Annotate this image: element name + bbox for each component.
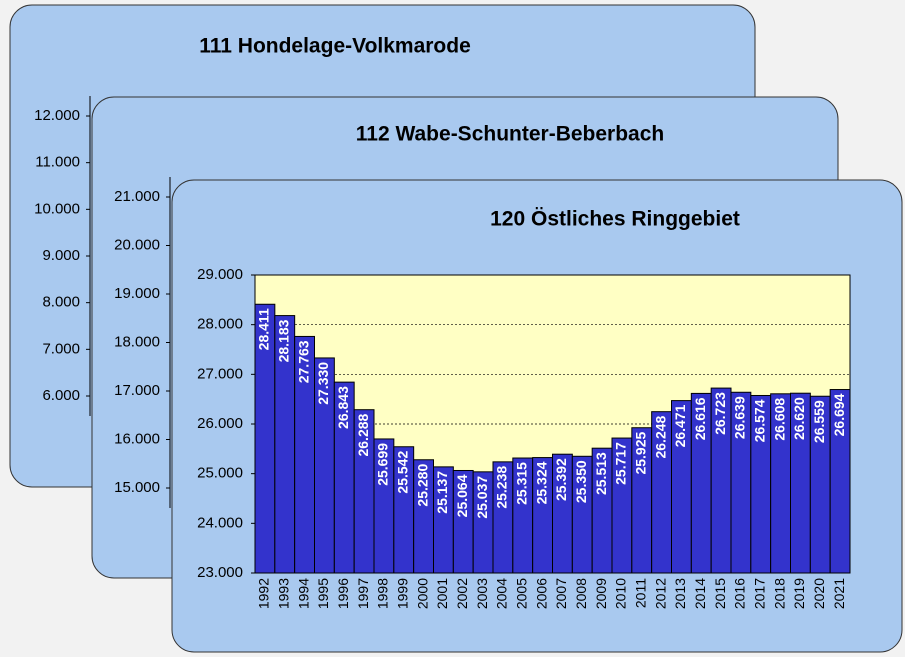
- x-tick-label: 2019: [791, 578, 807, 609]
- value-label: 25.064: [454, 474, 470, 517]
- value-label: 25.717: [613, 442, 629, 485]
- value-label: 28.183: [275, 319, 291, 362]
- y-tick-label: 11.000: [35, 154, 80, 171]
- x-tick-label: 2004: [494, 578, 510, 609]
- value-label: 28.411: [256, 308, 272, 350]
- chart-title: 112 Wabe-Schunter-Beberbach: [356, 123, 664, 146]
- x-tick-label: 2001: [434, 578, 450, 609]
- value-label: 25.925: [632, 432, 648, 475]
- y-tick-label: 6.000: [42, 387, 80, 404]
- plot-border: [254, 274, 851, 574]
- x-tick-label: 2017: [751, 578, 767, 609]
- value-label: 25.315: [513, 462, 529, 505]
- value-label: 25.699: [375, 443, 391, 486]
- x-tick-label: 2018: [771, 578, 787, 609]
- value-label: 25.137: [434, 471, 450, 514]
- value-label: 26.288: [355, 413, 371, 456]
- x-tick-label: 2012: [652, 578, 668, 609]
- value-label: 26.574: [751, 399, 767, 442]
- plot: 29.000 28.000 27.000 26.000 25.000 24.000 23.0…: [197, 266, 851, 609]
- x-tick-label: 2000: [414, 578, 430, 609]
- value-label: 26.608: [771, 398, 787, 441]
- x-tick-label: 1994: [295, 578, 311, 609]
- y-tick-label: 21.000: [114, 188, 160, 205]
- y-tick-label: 20.000: [114, 236, 160, 253]
- value-label: 25.324: [533, 461, 549, 504]
- value-label: 26.471: [672, 404, 688, 447]
- value-label: 26.639: [732, 396, 748, 439]
- y-tick-label: 12.000: [34, 107, 80, 124]
- x-tick-label: 2007: [553, 578, 569, 609]
- value-label: 25.037: [474, 476, 490, 519]
- y-tick-label: 7.000: [42, 340, 80, 357]
- x-tick-label: 1997: [355, 578, 371, 609]
- value-label: 26.843: [335, 386, 351, 429]
- x-tick-label: 1993: [275, 578, 291, 609]
- y-tick-label: 10.000: [34, 200, 80, 217]
- y-tick-label: 24.000: [197, 514, 243, 531]
- y-tick-label: 25.000: [197, 465, 243, 482]
- value-label: 27.330: [315, 362, 331, 405]
- value-label: 25.280: [414, 464, 430, 507]
- x-tick-label: 2011: [632, 578, 648, 608]
- value-label: 25.542: [394, 451, 410, 494]
- x-tick-label: 2006: [533, 578, 549, 609]
- y-tick-label: 23.000: [197, 564, 243, 581]
- axis: 12.000 11.000 10.000 9.000 8.000 7.000 6.000: [34, 96, 91, 416]
- x-tick-label: 1999: [394, 578, 410, 609]
- y-tick-label: 15.000: [114, 479, 160, 496]
- x-tick-label: 1992: [256, 578, 272, 609]
- value-label: 26.559: [811, 400, 827, 443]
- x-tick-label: 2003: [474, 578, 490, 609]
- y-tick-label: 26.000: [197, 415, 243, 432]
- x-tick-label: 2010: [613, 578, 629, 609]
- value-label: 25.238: [494, 466, 510, 509]
- x-tick-label: 2009: [593, 578, 609, 609]
- y-tick-label: 19.000: [114, 285, 160, 302]
- x-tick-label: 2013: [672, 578, 688, 609]
- y-tick-label: 9.000: [42, 247, 80, 264]
- x-tick-label: 2015: [712, 578, 728, 609]
- y-tick-label: 16.000: [114, 430, 160, 447]
- x-tick-label: 2016: [732, 578, 748, 609]
- x-tick-label: 2021: [831, 578, 847, 609]
- x-tick-label: 2008: [573, 578, 589, 609]
- chart-title: 111 Hondelage-Volkmarode: [199, 35, 471, 58]
- value-label: 27.763: [295, 340, 311, 383]
- x-tick-label: 2020: [811, 578, 827, 609]
- value-label: 26.620: [791, 397, 807, 440]
- x-tick-label: 1995: [315, 578, 331, 609]
- x-tick-label: 1996: [335, 578, 351, 609]
- y-tick-label: 17.000: [114, 382, 160, 399]
- value-label: 25.350: [573, 460, 589, 503]
- axis: 21.000 20.000 19.000 18.000 17.000 16.000 15.0…: [114, 177, 171, 508]
- x-tick-label: 2002: [454, 578, 470, 609]
- y-tick-label: 29.000: [197, 266, 243, 283]
- y-tick-label: 27.000: [197, 365, 243, 382]
- value-label: 26.616: [692, 397, 708, 440]
- value-label: 26.694: [831, 393, 847, 436]
- y-tick-label: 18.000: [114, 333, 160, 350]
- y-tick-label: 28.000: [197, 316, 243, 333]
- x-tick-label: 2014: [692, 578, 708, 609]
- chart-title: 120 Östliches Ringgebiet: [490, 208, 740, 231]
- value-label: 25.513: [593, 452, 609, 495]
- value-label: 26.248: [652, 415, 668, 458]
- x-tick-label: 1998: [375, 578, 391, 609]
- value-label: 26.723: [712, 392, 728, 435]
- y-tick-label: 8.000: [42, 294, 80, 311]
- x-tick-label: 2005: [513, 578, 529, 609]
- value-label: 25.392: [553, 458, 569, 501]
